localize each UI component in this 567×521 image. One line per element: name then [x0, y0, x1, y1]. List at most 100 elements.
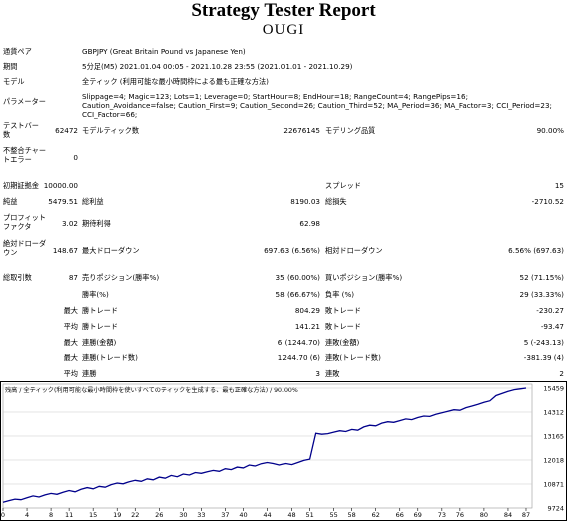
bars-value: 62472 — [55, 126, 78, 135]
period-label: 期間 — [3, 62, 18, 71]
x-tick-label: 26 — [155, 511, 163, 519]
avg-cons-loss-label: 連敗 — [325, 369, 340, 378]
period-value: 5分足(M5) 2021.01.04 00:05 - 2021.10.28 23… — [82, 62, 353, 71]
long-positions-label: 買いポジション(勝率%) — [325, 273, 403, 282]
model-label: モデル — [3, 77, 25, 86]
avg-cons-label: 平均 — [63, 369, 78, 378]
profit-factor-value: 3.02 — [61, 219, 78, 228]
max-cons-profit-value: 1244.70 (6) — [277, 353, 320, 362]
profit-factor-label: プロフィットファクタ — [3, 213, 46, 231]
x-tick-label: 76 — [456, 511, 464, 519]
symbol-label: 通貨ペア — [3, 47, 32, 56]
plot-area — [2, 383, 533, 509]
loss-rate-label: 負率 (%) — [325, 290, 355, 299]
avg-loss-value: -93.47 — [540, 322, 564, 331]
x-tick-label: 15 — [89, 511, 97, 519]
x-tick-label: 37 — [221, 511, 229, 519]
y-tick-label: 14312 — [543, 408, 564, 416]
x-tick-label: 33 — [197, 511, 205, 519]
x-tick-label: 62 — [372, 511, 380, 519]
abs-drawdown-value: 148.67 — [52, 246, 78, 255]
net-profit-value: 5479.51 — [48, 197, 78, 206]
spread-label: スプレッド — [325, 181, 361, 190]
total-trades-value: 87 — [68, 273, 78, 282]
x-tick-label: 66 — [396, 511, 404, 519]
max-cons-win-label: 連勝(金額) — [82, 338, 117, 347]
x-tick-label: 11 — [65, 511, 73, 519]
balance-line — [2, 387, 527, 503]
average-label: 平均 — [63, 322, 78, 331]
largest-loss-label: 敗トレード — [325, 306, 361, 315]
ticks-value: 22676145 — [283, 126, 320, 135]
max-cons-loss-label: 連敗(金額) — [325, 338, 360, 347]
report-title: Strategy Tester Report — [191, 0, 376, 21]
x-tick-label: 8 — [49, 511, 53, 519]
win-rate-label: 勝率(%) — [82, 290, 109, 299]
x-tick-label: 4 — [25, 511, 29, 519]
max-cons-lossamt-label: 連敗(トレード数) — [325, 353, 381, 362]
x-tick-label: 51 — [305, 511, 313, 519]
x-tick-label: 22 — [131, 511, 139, 519]
max-cons2-label: 最大 — [63, 353, 78, 362]
largest-win-label: 勝トレード — [82, 306, 118, 315]
max-drawdown-value: 697.63 (6.56%) — [264, 246, 320, 255]
deposit-label: 初期証拠金 — [3, 181, 39, 190]
ticks-label: モデルティック数 — [82, 126, 140, 135]
y-tick-label: 9724 — [547, 505, 564, 513]
avg-loss-label: 敗トレード — [325, 322, 361, 331]
x-tick-label: 73 — [438, 511, 446, 519]
avg-cons-win-label: 連勝 — [82, 369, 97, 378]
short-positions-value: 35 (60.00%) — [275, 273, 320, 282]
params-value: Slippage=4; Magic=123; Lots=1; Leverage=… — [82, 92, 552, 119]
x-tick-label: 55 — [329, 511, 337, 519]
largest-loss-value: -230.27 — [536, 306, 564, 315]
params-label: パラメーター — [3, 97, 46, 106]
max-cons-label: 最大 — [63, 338, 78, 347]
loss-rate-value: 29 (33.33%) — [519, 290, 564, 299]
report-subtitle: OUGI — [262, 22, 305, 38]
win-rate-value: 58 (66.67%) — [275, 290, 320, 299]
x-tick-label: 80 — [480, 511, 488, 519]
x-tick-label: 84 — [504, 511, 512, 519]
x-tick-label: 30 — [179, 511, 187, 519]
errors-label: 不整合チャートエラー — [3, 146, 47, 164]
y-tick-label: 13165 — [543, 432, 564, 440]
errors-value: 0 — [73, 153, 78, 162]
largest-win-value: 804.29 — [294, 306, 320, 315]
y-tick-label: 12018 — [543, 456, 564, 464]
avg-win-label: 勝トレード — [82, 322, 118, 331]
x-tick-label: 40 — [239, 511, 247, 519]
expected-payoff-label: 期待利得 — [82, 219, 111, 228]
max-cons-lossamt-value: -381.39 (4) — [523, 353, 564, 362]
net-profit-label: 純益 — [3, 197, 18, 206]
avg-cons-win-value: 3 — [315, 369, 320, 378]
deposit-value: 10000.00 — [43, 181, 78, 190]
x-tick-label: 0 — [1, 511, 5, 519]
x-tick-label: 69 — [414, 511, 422, 519]
max-cons-win-value: 6 (1244.70) — [277, 338, 320, 347]
model-value: 全ティック (利用可能な最小時間枠による最も正確な方法) — [82, 77, 269, 86]
x-tick-label: 44 — [263, 511, 271, 519]
max-cons-loss-value: 5 (-243.13) — [523, 338, 564, 347]
y-tick-label: 10871 — [543, 480, 564, 488]
avg-win-value: 141.21 — [294, 322, 320, 331]
rel-drawdown-label: 相対ドローダウン — [325, 246, 383, 255]
avg-cons-loss-value: 2 — [559, 369, 564, 378]
expected-payoff-value: 62.98 — [299, 219, 320, 228]
balance-chart: 残高 / 全ティック(利用可能な最小時間枠を使いすべてのティックを生成する、最も… — [0, 381, 567, 521]
x-tick-label: 48 — [287, 511, 295, 519]
bars-label: テストバー数 — [3, 121, 39, 139]
short-positions-label: 売りポジション(勝率%) — [82, 273, 160, 282]
largest-label: 最大 — [63, 306, 78, 315]
symbol-value: GBPJPY (Great Britain Pound vs Japanese … — [82, 47, 246, 56]
y-tick-label: 15459 — [543, 384, 564, 392]
gross-loss-label: 総損失 — [325, 197, 347, 206]
x-tick-label: 58 — [348, 511, 356, 519]
gross-profit-label: 総利益 — [82, 197, 104, 206]
quality-value: 90.00% — [536, 126, 564, 135]
long-positions-value: 52 (71.15%) — [519, 273, 564, 282]
max-cons-profit-label: 連勝(トレード数) — [82, 353, 138, 362]
x-tick-label: 19 — [113, 511, 121, 519]
spread-value: 15 — [554, 181, 564, 190]
gross-loss-value: -2710.52 — [531, 197, 564, 206]
